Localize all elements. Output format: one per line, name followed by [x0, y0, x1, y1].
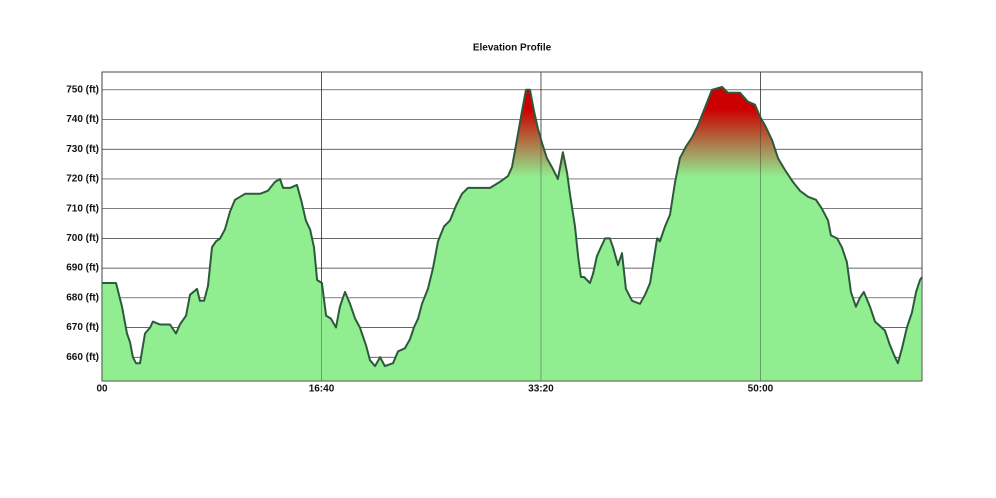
- y-tick-label: 750 (ft): [66, 84, 99, 95]
- y-tick-label: 690 (ft): [66, 263, 99, 274]
- chart-title: Elevation Profile: [473, 43, 552, 54]
- y-tick-label: 730 (ft): [66, 144, 99, 155]
- y-tick-label: 710 (ft): [66, 203, 99, 214]
- x-tick-label: 33:20: [528, 384, 554, 395]
- x-tick-label: 16:40: [309, 384, 335, 395]
- x-tick-label: 00: [96, 384, 108, 395]
- x-tick-label: 50:00: [748, 384, 774, 395]
- y-tick-label: 720 (ft): [66, 174, 99, 185]
- y-tick-label: 740 (ft): [66, 114, 99, 125]
- elevation-area: [102, 86, 922, 382]
- y-tick-label: 700 (ft): [66, 233, 99, 244]
- y-tick-label: 670 (ft): [66, 322, 99, 333]
- y-tick-label: 660 (ft): [66, 352, 99, 363]
- y-tick-label: 680 (ft): [66, 292, 99, 303]
- elevation-line: [102, 85, 923, 368]
- plot-border: [101, 71, 923, 382]
